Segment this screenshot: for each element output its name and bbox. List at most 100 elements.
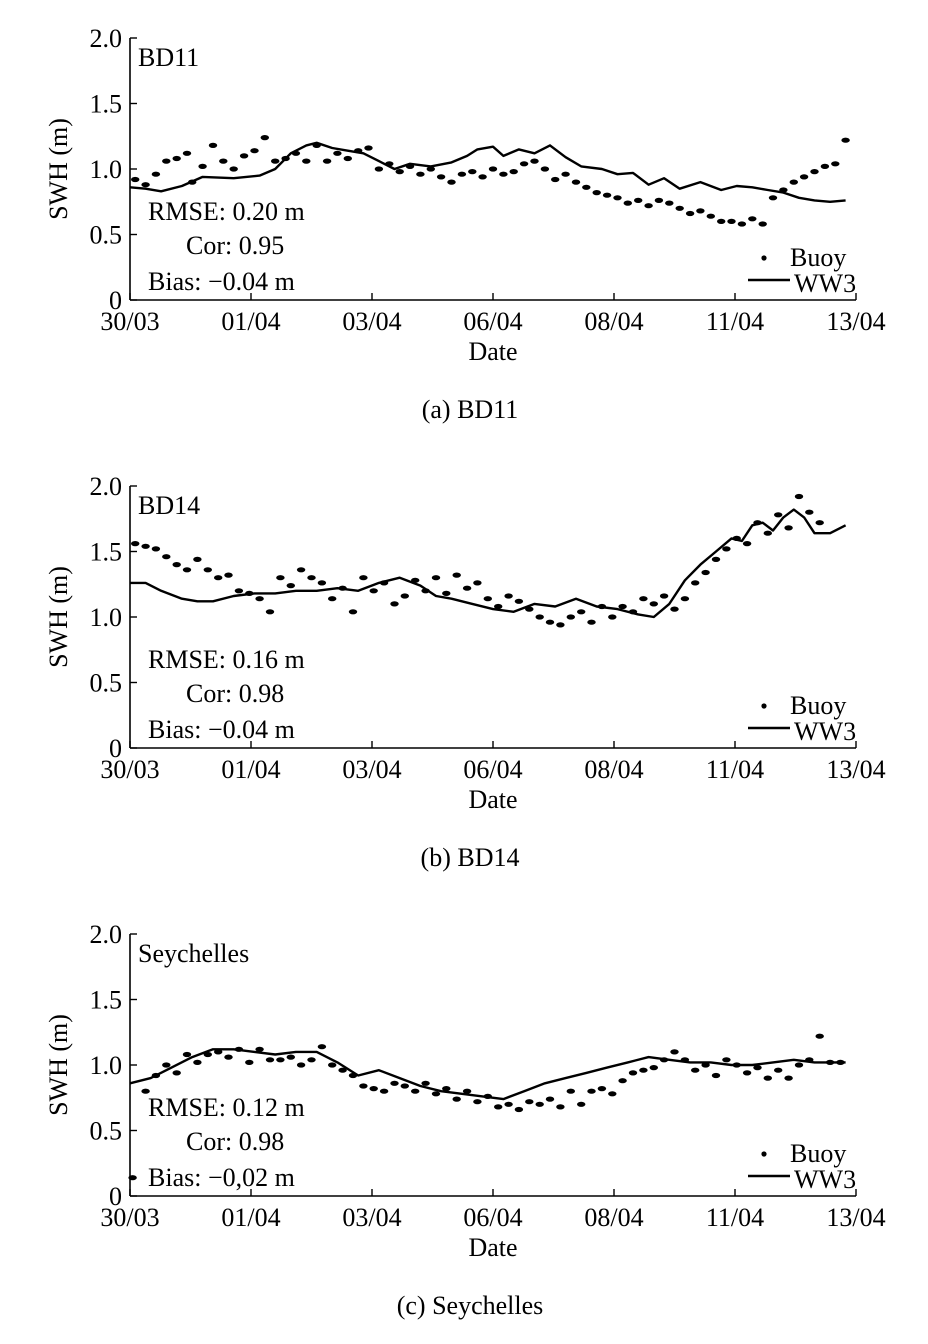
buoy-data-point [556, 622, 565, 628]
buoy-data-point [608, 1091, 617, 1097]
buoy-data-point [535, 1101, 544, 1107]
y-tick-label: 0.5 [90, 669, 123, 698]
buoy-data-point [727, 218, 736, 224]
x-tick-label: 11/04 [706, 755, 764, 784]
buoy-data-point [659, 593, 669, 599]
buoy-data-point [784, 1075, 793, 1081]
buoy-data-point [623, 200, 632, 206]
buoy-data-point [348, 609, 358, 615]
x-tick-label: 01/04 [221, 755, 280, 784]
station-label: BD14 [138, 491, 200, 520]
buoy-data-point [784, 525, 793, 531]
buoy-data-point [131, 541, 140, 547]
buoy-data-point [680, 596, 690, 602]
x-axis-label: Date [468, 785, 517, 814]
buoy-data-point [545, 619, 555, 625]
buoy-data-point [566, 614, 575, 620]
buoy-data-point [691, 580, 700, 586]
stats-text: Bias: −0.04 m [148, 715, 295, 744]
ww3-model-line [129, 141, 846, 204]
stats-text: RMSE: 0.16 m [148, 645, 305, 674]
buoy-data-point [742, 1070, 752, 1076]
legend-buoy-label: Buoy [790, 1139, 846, 1168]
buoy-data-point [680, 1057, 690, 1063]
buoy-data-point [675, 205, 684, 211]
buoy-data-point [260, 135, 269, 141]
buoy-data-point [525, 1099, 534, 1105]
buoy-data-point [416, 171, 425, 177]
buoy-data-point [758, 221, 767, 227]
x-tick-label: 03/04 [342, 755, 401, 784]
legend-buoy-label: Buoy [790, 691, 846, 720]
x-tick-label: 03/04 [342, 307, 401, 336]
buoy-data-point [592, 190, 601, 196]
y-tick-label: 0 [109, 1182, 122, 1211]
buoy-data-point [193, 1059, 202, 1065]
buoy-data-point [737, 221, 747, 227]
buoy-data-point [374, 166, 384, 172]
buoy-data-point [182, 1051, 192, 1058]
y-tick-label: 1.0 [90, 603, 123, 632]
x-tick-label: 30/03 [100, 1203, 159, 1232]
buoy-data-point [193, 556, 202, 562]
buoy-data-point [799, 174, 809, 180]
y-axis-label: SWH (m) [44, 118, 73, 220]
buoy-data-point [162, 158, 171, 164]
buoy-data-point [488, 166, 498, 172]
buoy-data-point [571, 179, 581, 185]
y-tick-label: 1.5 [90, 986, 123, 1015]
y-axis-label: SWH (m) [44, 1014, 73, 1116]
buoy-data-point [779, 187, 788, 193]
buoy-data-point [343, 155, 352, 162]
buoy-data-point [794, 493, 804, 500]
buoy-data-point [670, 606, 679, 612]
buoy-data-point [628, 1070, 638, 1076]
buoy-data-point [805, 509, 814, 515]
buoy-data-point [820, 163, 830, 169]
buoy-data-point [265, 1057, 275, 1063]
buoy-data-point [151, 171, 161, 177]
stats-text: Cor: 0.95 [186, 231, 284, 260]
buoy-data-point [815, 520, 824, 526]
x-tick-label: 01/04 [221, 1203, 280, 1232]
legend-ww3-label: WW3 [794, 269, 856, 298]
x-tick-label: 01/04 [221, 307, 280, 336]
buoy-data-point [172, 155, 181, 162]
buoy-data-point [245, 1059, 254, 1065]
y-tick-label: 0 [109, 286, 122, 315]
buoy-data-point [452, 1096, 461, 1102]
buoy-data-point [836, 1059, 845, 1065]
station-label: BD11 [138, 43, 199, 72]
buoy-data-point [385, 161, 394, 167]
buoy-data-point [483, 596, 492, 602]
buoy-data-point [748, 216, 757, 222]
x-tick-label: 08/04 [584, 755, 643, 784]
buoy-data-point [411, 577, 420, 583]
buoy-data-point [717, 218, 726, 224]
buoy-data-point [234, 1046, 244, 1052]
buoy-data-point [732, 1062, 741, 1068]
buoy-data-point [369, 1086, 378, 1092]
buoy-data-point [224, 1054, 233, 1060]
stats-text: Bias: −0.04 m [148, 267, 295, 296]
buoy-data-point [291, 150, 301, 156]
buoy-data-point [229, 166, 238, 172]
buoy-data-point [577, 609, 586, 615]
buoy-data-point [359, 1083, 368, 1089]
buoy-data-point [411, 1088, 420, 1094]
buoy-data-point [639, 596, 648, 602]
y-tick-label: 2.0 [90, 472, 123, 501]
y-tick-label: 1.0 [90, 155, 123, 184]
buoy-data-point [618, 1078, 627, 1084]
buoy-data-point [494, 603, 503, 610]
legend-buoy-label: Buoy [790, 243, 846, 272]
ww3-model-line [129, 1048, 846, 1101]
y-tick-label: 1.5 [90, 538, 123, 567]
buoy-data-point [649, 601, 658, 607]
buoy-data-point [514, 1106, 524, 1113]
buoy-data-point [328, 1062, 337, 1068]
buoy-data-point [582, 184, 591, 190]
buoy-data-point [395, 169, 404, 175]
buoy-data-point [457, 171, 467, 177]
stats-text: RMSE: 0.12 m [148, 1093, 305, 1122]
